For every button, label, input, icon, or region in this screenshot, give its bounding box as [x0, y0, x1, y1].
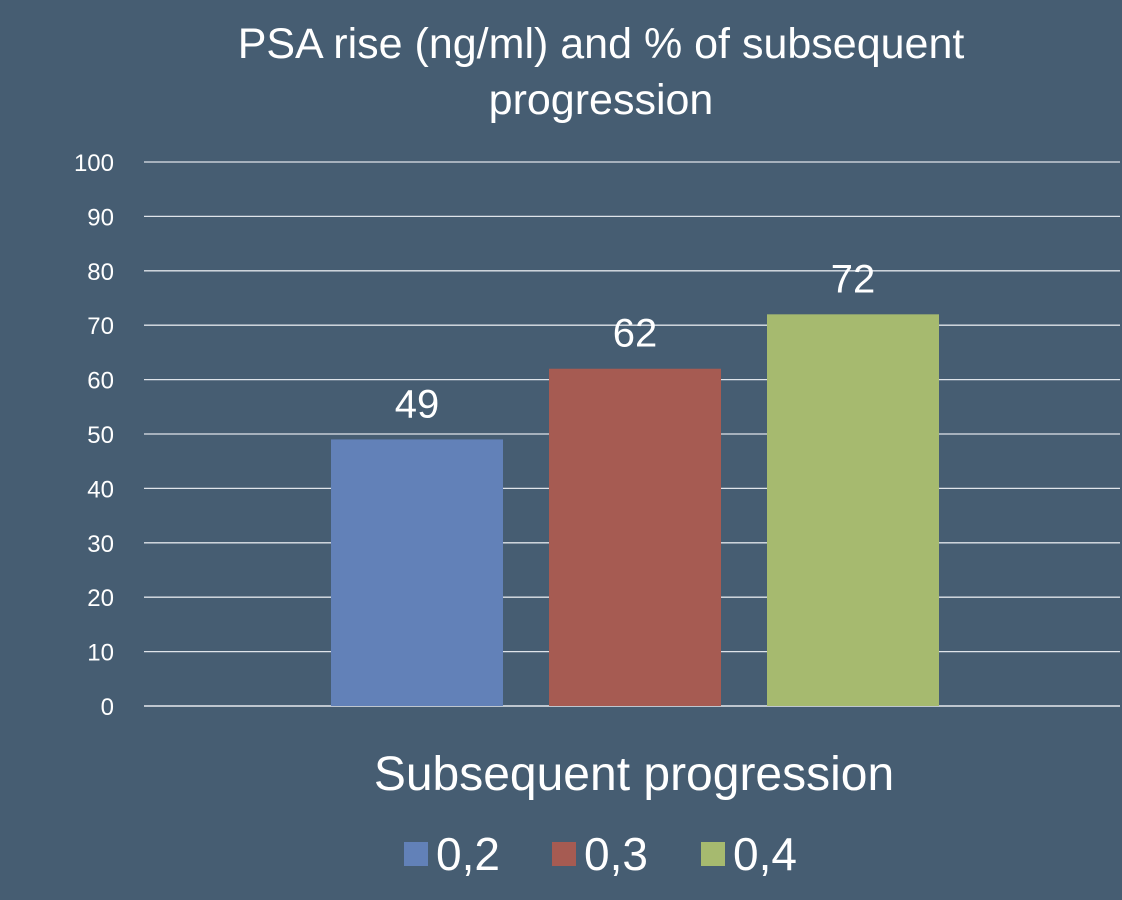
chart-title-line-1: PSA rise (ng/ml) and % of subsequent [238, 20, 965, 68]
legend-swatch [701, 842, 725, 866]
y-tick-label: 90 [87, 204, 114, 231]
legend-label: 0,4 [733, 828, 797, 880]
legend-swatch [404, 842, 428, 866]
y-tick-label: 60 [87, 368, 114, 395]
y-tick-label: 40 [87, 476, 114, 503]
bar-0-4 [767, 314, 939, 706]
bar-0-2 [331, 439, 503, 706]
data-label: 72 [831, 257, 876, 301]
chart-title-line-2: progression [489, 76, 714, 124]
data-labels: 49 62 72 [395, 257, 876, 426]
y-tick-label: 30 [87, 531, 114, 558]
legend-label: 0,3 [584, 828, 648, 880]
y-tick-label: 0 [101, 694, 114, 721]
y-tick-label: 50 [87, 422, 114, 449]
chart-title: PSA rise (ng/ml) and % of subsequent pro… [238, 20, 965, 124]
legend: 0,2 0,3 0,4 [404, 828, 797, 880]
y-tick-label: 20 [87, 585, 114, 612]
legend-label: 0,2 [436, 828, 500, 880]
y-tick-label: 100 [74, 150, 114, 177]
y-tick-label: 10 [87, 640, 114, 667]
bars [331, 314, 939, 706]
bar-0-3 [549, 368, 721, 706]
y-axis-tick-labels: 0 10 20 30 40 50 60 70 80 90 100 [74, 150, 114, 721]
legend-swatch [552, 842, 576, 866]
y-tick-label: 80 [87, 259, 114, 286]
data-label: 62 [613, 312, 658, 356]
data-label: 49 [395, 382, 440, 426]
y-tick-label: 70 [87, 313, 114, 340]
x-axis-label: Subsequent progression [374, 748, 894, 801]
